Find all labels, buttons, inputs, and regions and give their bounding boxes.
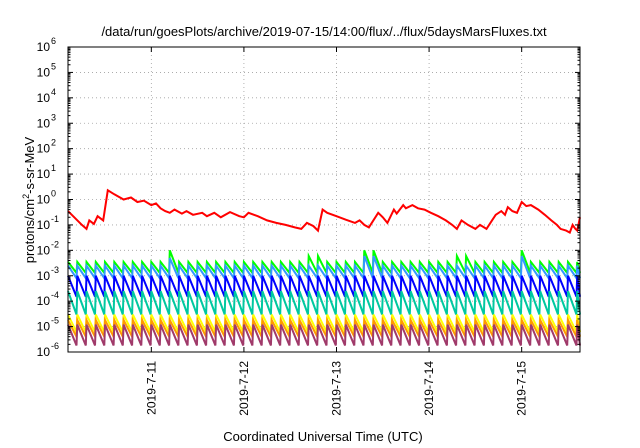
y-tick-label: 10 (37, 167, 51, 181)
y-tick-label-exponent: -2 (51, 239, 59, 249)
y-tick-label: 10 (37, 218, 51, 232)
y-tick-label: 10 (37, 269, 51, 283)
chart-title: /data/run/goesPlots/archive/2019-07-15/1… (101, 24, 547, 39)
y-tick-label: 10 (37, 294, 51, 308)
y-tick-label: 10 (37, 320, 51, 334)
y-tick-label: 10 (37, 193, 51, 207)
x-tick-label: 2019-7-15 (515, 361, 529, 416)
y-tick-label-exponent: 6 (51, 36, 56, 46)
y-axis: 10 -610 -510 -410 -310 -210 -110 010 110 210 310 41… (37, 36, 580, 359)
y-tick-label-exponent: 4 (51, 87, 56, 97)
x-tick-label: 2019-7-12 (237, 361, 251, 416)
y-tick-label-exponent: -4 (51, 290, 59, 300)
x-tick-label: 2019-7-13 (329, 361, 343, 416)
y-tick-label-exponent: 3 (51, 112, 56, 122)
x-tick-label: 2019-7-14 (422, 361, 436, 416)
series-line-7 (67, 324, 581, 346)
y-tick-label: 10 (37, 243, 51, 257)
y-tick-label-exponent: 0 (51, 189, 56, 199)
y-tick-label-exponent: 1 (51, 163, 56, 173)
series-line-3 (67, 275, 581, 298)
y-tick-label: 10 (37, 65, 51, 79)
y-tick-label: 10 (37, 116, 51, 130)
series-layer (67, 188, 581, 346)
x-axis: 2019-7-11 2019-7-12 2019-7-13 2019-7-14 2019… (144, 47, 529, 416)
y-tick-label-exponent: -3 (51, 265, 59, 275)
series-line-4 (67, 290, 581, 315)
series-line-0 (67, 188, 581, 235)
y-tick-label: 10 (37, 40, 51, 54)
y-tick-label-exponent: 2 (51, 138, 56, 148)
y-tick-label: 10 (37, 345, 51, 359)
series-line-2 (67, 255, 581, 282)
y-tick-label-exponent: 5 (51, 61, 56, 71)
x-axis-label: Coordinated Universal Time (UTC) (223, 429, 422, 444)
y-tick-label: 10 (37, 142, 51, 156)
x-tick-label: 2019-7-11 (144, 361, 158, 415)
y-tick-label: 10 (37, 91, 51, 105)
y-tick-label-exponent: -6 (51, 341, 59, 351)
y-axis-label: protons/cm2-s-sr-MeV (21, 136, 37, 263)
y-tick-label-exponent: -1 (51, 214, 59, 224)
y-tick-label-exponent: -5 (51, 316, 59, 326)
